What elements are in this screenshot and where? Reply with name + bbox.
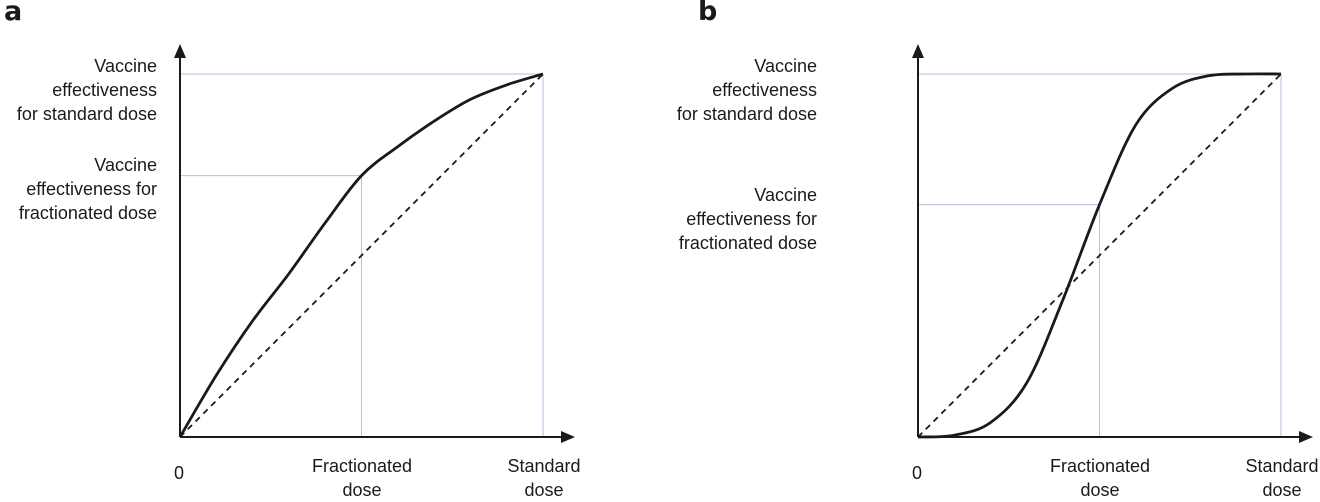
y-tick-label-standard: Vaccine effectiveness for standard dose [676,56,817,124]
series-solid-curve [917,72,1282,439]
chart-plot-a [174,44,575,443]
series-dashed-diagonal [179,73,544,438]
y-tick-label-fractionated: Vaccine effectiveness for fractionated dos… [678,185,817,253]
x-tick-label-fractionated: Fractionated dose [1049,456,1151,500]
y-axis-arrowhead [174,44,186,58]
x-tick-label-zero: 0 [912,463,923,483]
panel-a: a Vaccine effectiveness for standard dose … [0,0,660,500]
x-tick-label-standard: Standard dose [507,456,581,500]
panel-label: a [4,0,23,27]
chart-plot-b [912,44,1313,443]
series-dashed-diagonal [917,73,1282,438]
y-tick-label-standard: Vaccine effectiveness for standard dose [16,56,157,124]
panel-label: b [698,0,718,27]
panel-b: b Vaccine effectiveness for standard dose … [660,0,1320,500]
x-tick-label-zero: 0 [174,463,185,483]
x-axis-arrowhead [561,431,575,443]
series-solid-curve [178,72,544,438]
y-tick-label-fractionated: Vaccine effectiveness for fractionated dos… [18,155,157,223]
x-tick-label-standard: Standard dose [1245,456,1319,500]
x-axis-arrowhead [1299,431,1313,443]
y-axis-arrowhead [912,44,924,58]
x-tick-label-fractionated: Fractionated dose [311,456,413,500]
